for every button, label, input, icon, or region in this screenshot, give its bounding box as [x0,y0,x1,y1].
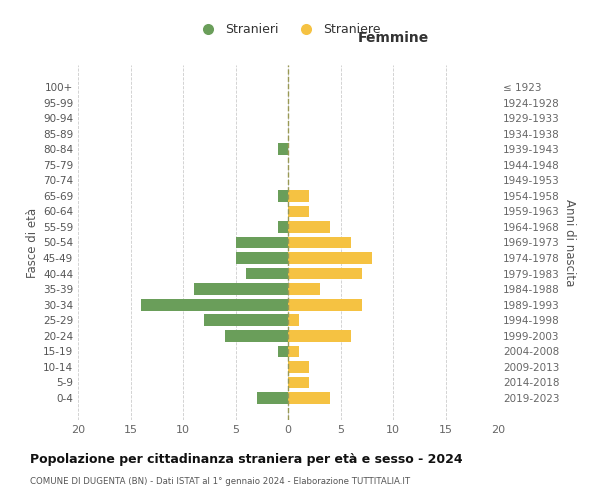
Bar [246,268,288,280]
Bar [277,221,288,233]
Bar [288,346,299,357]
Bar [288,284,320,295]
Bar [288,190,309,202]
Text: Femmine: Femmine [358,32,428,46]
Bar [141,299,288,310]
Bar [288,314,299,326]
Bar [225,330,288,342]
Text: Popolazione per cittadinanza straniera per età e sesso - 2024: Popolazione per cittadinanza straniera p… [30,452,463,466]
Bar [193,284,288,295]
Bar [288,206,309,217]
Bar [257,392,288,404]
Bar [288,330,351,342]
Bar [235,252,288,264]
Bar [288,268,361,280]
Bar [277,144,288,155]
Bar [288,361,309,373]
Bar [288,299,361,310]
Bar [288,392,330,404]
Bar [288,236,351,248]
Bar [288,221,330,233]
Bar [288,252,372,264]
Bar [277,190,288,202]
Bar [204,314,288,326]
Bar [288,376,309,388]
Text: COMUNE DI DUGENTA (BN) - Dati ISTAT al 1° gennaio 2024 - Elaborazione TUTTITALIA: COMUNE DI DUGENTA (BN) - Dati ISTAT al 1… [30,478,410,486]
Legend: Stranieri, Straniere: Stranieri, Straniere [190,18,386,41]
Y-axis label: Fasce di età: Fasce di età [26,208,39,278]
Bar [277,346,288,357]
Bar [235,236,288,248]
Y-axis label: Anni di nascita: Anni di nascita [563,199,576,286]
